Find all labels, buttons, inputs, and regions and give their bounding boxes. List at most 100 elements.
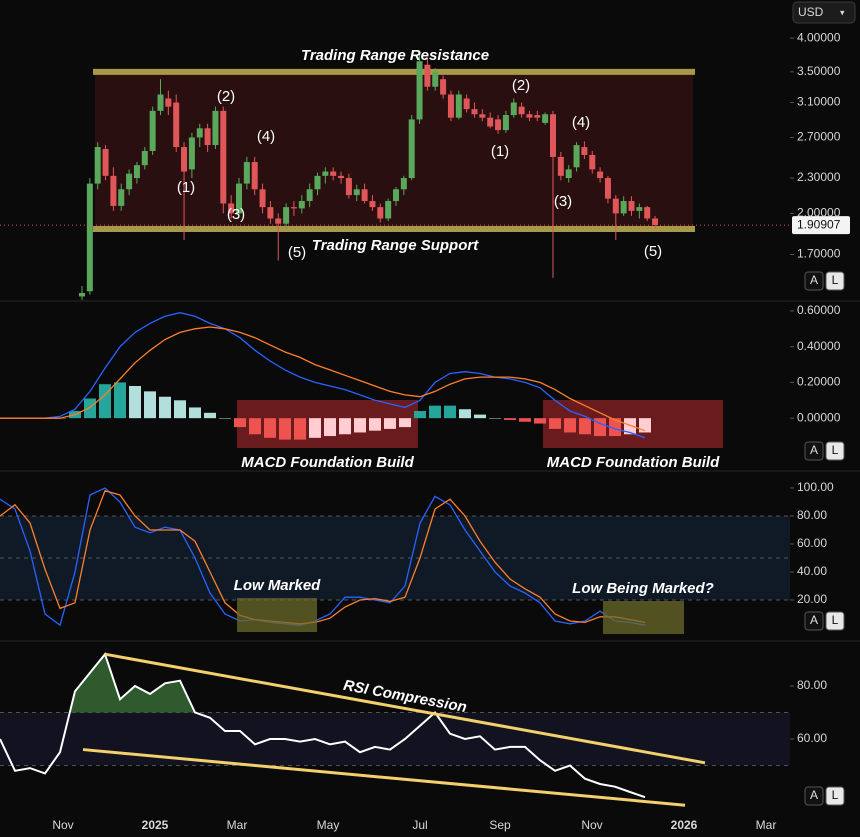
histogram-bar	[519, 418, 531, 422]
candle-body	[243, 162, 250, 184]
candle-body	[510, 102, 517, 116]
x-tick-label: May	[317, 818, 340, 832]
histogram-bar	[324, 418, 336, 437]
scale-button-label[interactable]: A	[810, 788, 818, 802]
candle-body	[534, 115, 541, 118]
histogram-bar	[204, 412, 216, 419]
scale-button-label[interactable]: L	[832, 443, 839, 457]
candle-body	[236, 183, 242, 214]
candle-body	[424, 64, 431, 87]
y-tick-label: 60.00	[797, 731, 827, 745]
candle-body	[283, 207, 290, 224]
candle-body	[290, 207, 297, 209]
histogram-bar	[159, 396, 171, 419]
candle-body	[220, 110, 227, 204]
y-tick-label: 0.00000	[797, 410, 841, 424]
candle-body	[259, 189, 266, 208]
histogram-bar	[369, 418, 381, 431]
wave-label: (3)	[554, 193, 572, 210]
candle-body	[581, 147, 588, 155]
x-tick-label: 2025	[142, 818, 169, 832]
histogram-bar	[429, 405, 441, 419]
scale-button-label[interactable]: L	[832, 788, 839, 802]
candle-body	[628, 201, 635, 211]
x-tick-label: 2026	[671, 818, 698, 832]
scale-button-label[interactable]: L	[832, 273, 839, 287]
candle-body	[369, 201, 376, 208]
candle-body	[385, 201, 392, 219]
level-band	[0, 712, 790, 766]
scale-button[interactable]	[804, 786, 824, 806]
trendline	[82, 748, 686, 807]
candle-body	[589, 154, 596, 170]
scale-button[interactable]	[825, 271, 845, 291]
candle-body	[141, 150, 148, 166]
histogram-bar	[264, 418, 276, 438]
x-tick-label: Jul	[412, 818, 427, 832]
candle-body	[636, 207, 643, 211]
candle-body	[573, 145, 580, 168]
histogram-bar	[279, 418, 291, 440]
candle-body	[165, 98, 172, 107]
candle-body	[322, 171, 329, 176]
candle-body	[298, 201, 305, 209]
candle-body	[440, 79, 447, 95]
currency[interactable]: USD	[798, 5, 824, 19]
wave-label: (4)	[257, 128, 275, 145]
y-tick-label: 2.70000	[797, 130, 841, 144]
candle-body	[204, 128, 211, 146]
histogram-bar	[384, 418, 396, 429]
candle-body	[455, 94, 462, 118]
scale-button[interactable]	[804, 441, 824, 461]
candle-body	[393, 189, 399, 202]
wave-label: (5)	[644, 243, 662, 260]
candle-body	[181, 147, 188, 172]
histogram-bar	[504, 418, 516, 420]
candle-body	[118, 189, 125, 206]
candle-body	[416, 61, 423, 120]
scale-button-label[interactable]: A	[810, 273, 818, 287]
wave-label: (5)	[288, 244, 306, 261]
y-tick-label: 0.40000	[797, 339, 841, 353]
scale-button-label[interactable]: A	[810, 443, 818, 457]
indicator-line	[0, 312, 646, 439]
histogram-bar	[234, 418, 246, 428]
candle-body	[620, 201, 627, 214]
candle-body	[644, 207, 651, 219]
histogram-bar	[99, 384, 111, 419]
candle-body	[471, 109, 478, 115]
currency-button[interactable]	[792, 1, 856, 24]
scale-button[interactable]	[825, 611, 845, 631]
scale-button[interactable]	[804, 271, 824, 291]
candle-body	[110, 175, 117, 206]
annotation-label: Low Marked	[234, 577, 322, 594]
y-tick-label: 80.00	[797, 678, 827, 692]
currency-caret[interactable]: ▾	[840, 7, 845, 17]
wave-label: (2)	[512, 77, 530, 94]
histogram-bar	[414, 411, 426, 419]
histogram-bar	[444, 405, 456, 419]
scale-button-label[interactable]: L	[832, 613, 839, 627]
x-tick-label: Nov	[581, 818, 602, 832]
candle-body	[542, 114, 549, 123]
candle-body	[102, 148, 109, 176]
y-tick-label: 2.30000	[797, 170, 841, 184]
scale-button[interactable]	[825, 441, 845, 461]
scale-button[interactable]	[825, 786, 845, 806]
annotation-label: MACD Foundation Build	[241, 454, 414, 471]
candle-body	[597, 171, 604, 179]
x-tick-label: Mar	[756, 818, 777, 832]
scale-button[interactable]	[804, 611, 824, 631]
histogram-bar	[144, 391, 156, 419]
scale-button-label[interactable]: A	[810, 613, 818, 627]
candle-body	[557, 156, 564, 176]
candle-body	[126, 173, 133, 190]
candle-body	[212, 110, 219, 146]
indicator-line	[0, 652, 646, 799]
candle-body	[86, 183, 93, 292]
candle-body	[377, 207, 384, 219]
candle-body	[518, 106, 525, 115]
y-tick-label: 20.00	[797, 592, 827, 606]
candle-body	[495, 119, 502, 131]
